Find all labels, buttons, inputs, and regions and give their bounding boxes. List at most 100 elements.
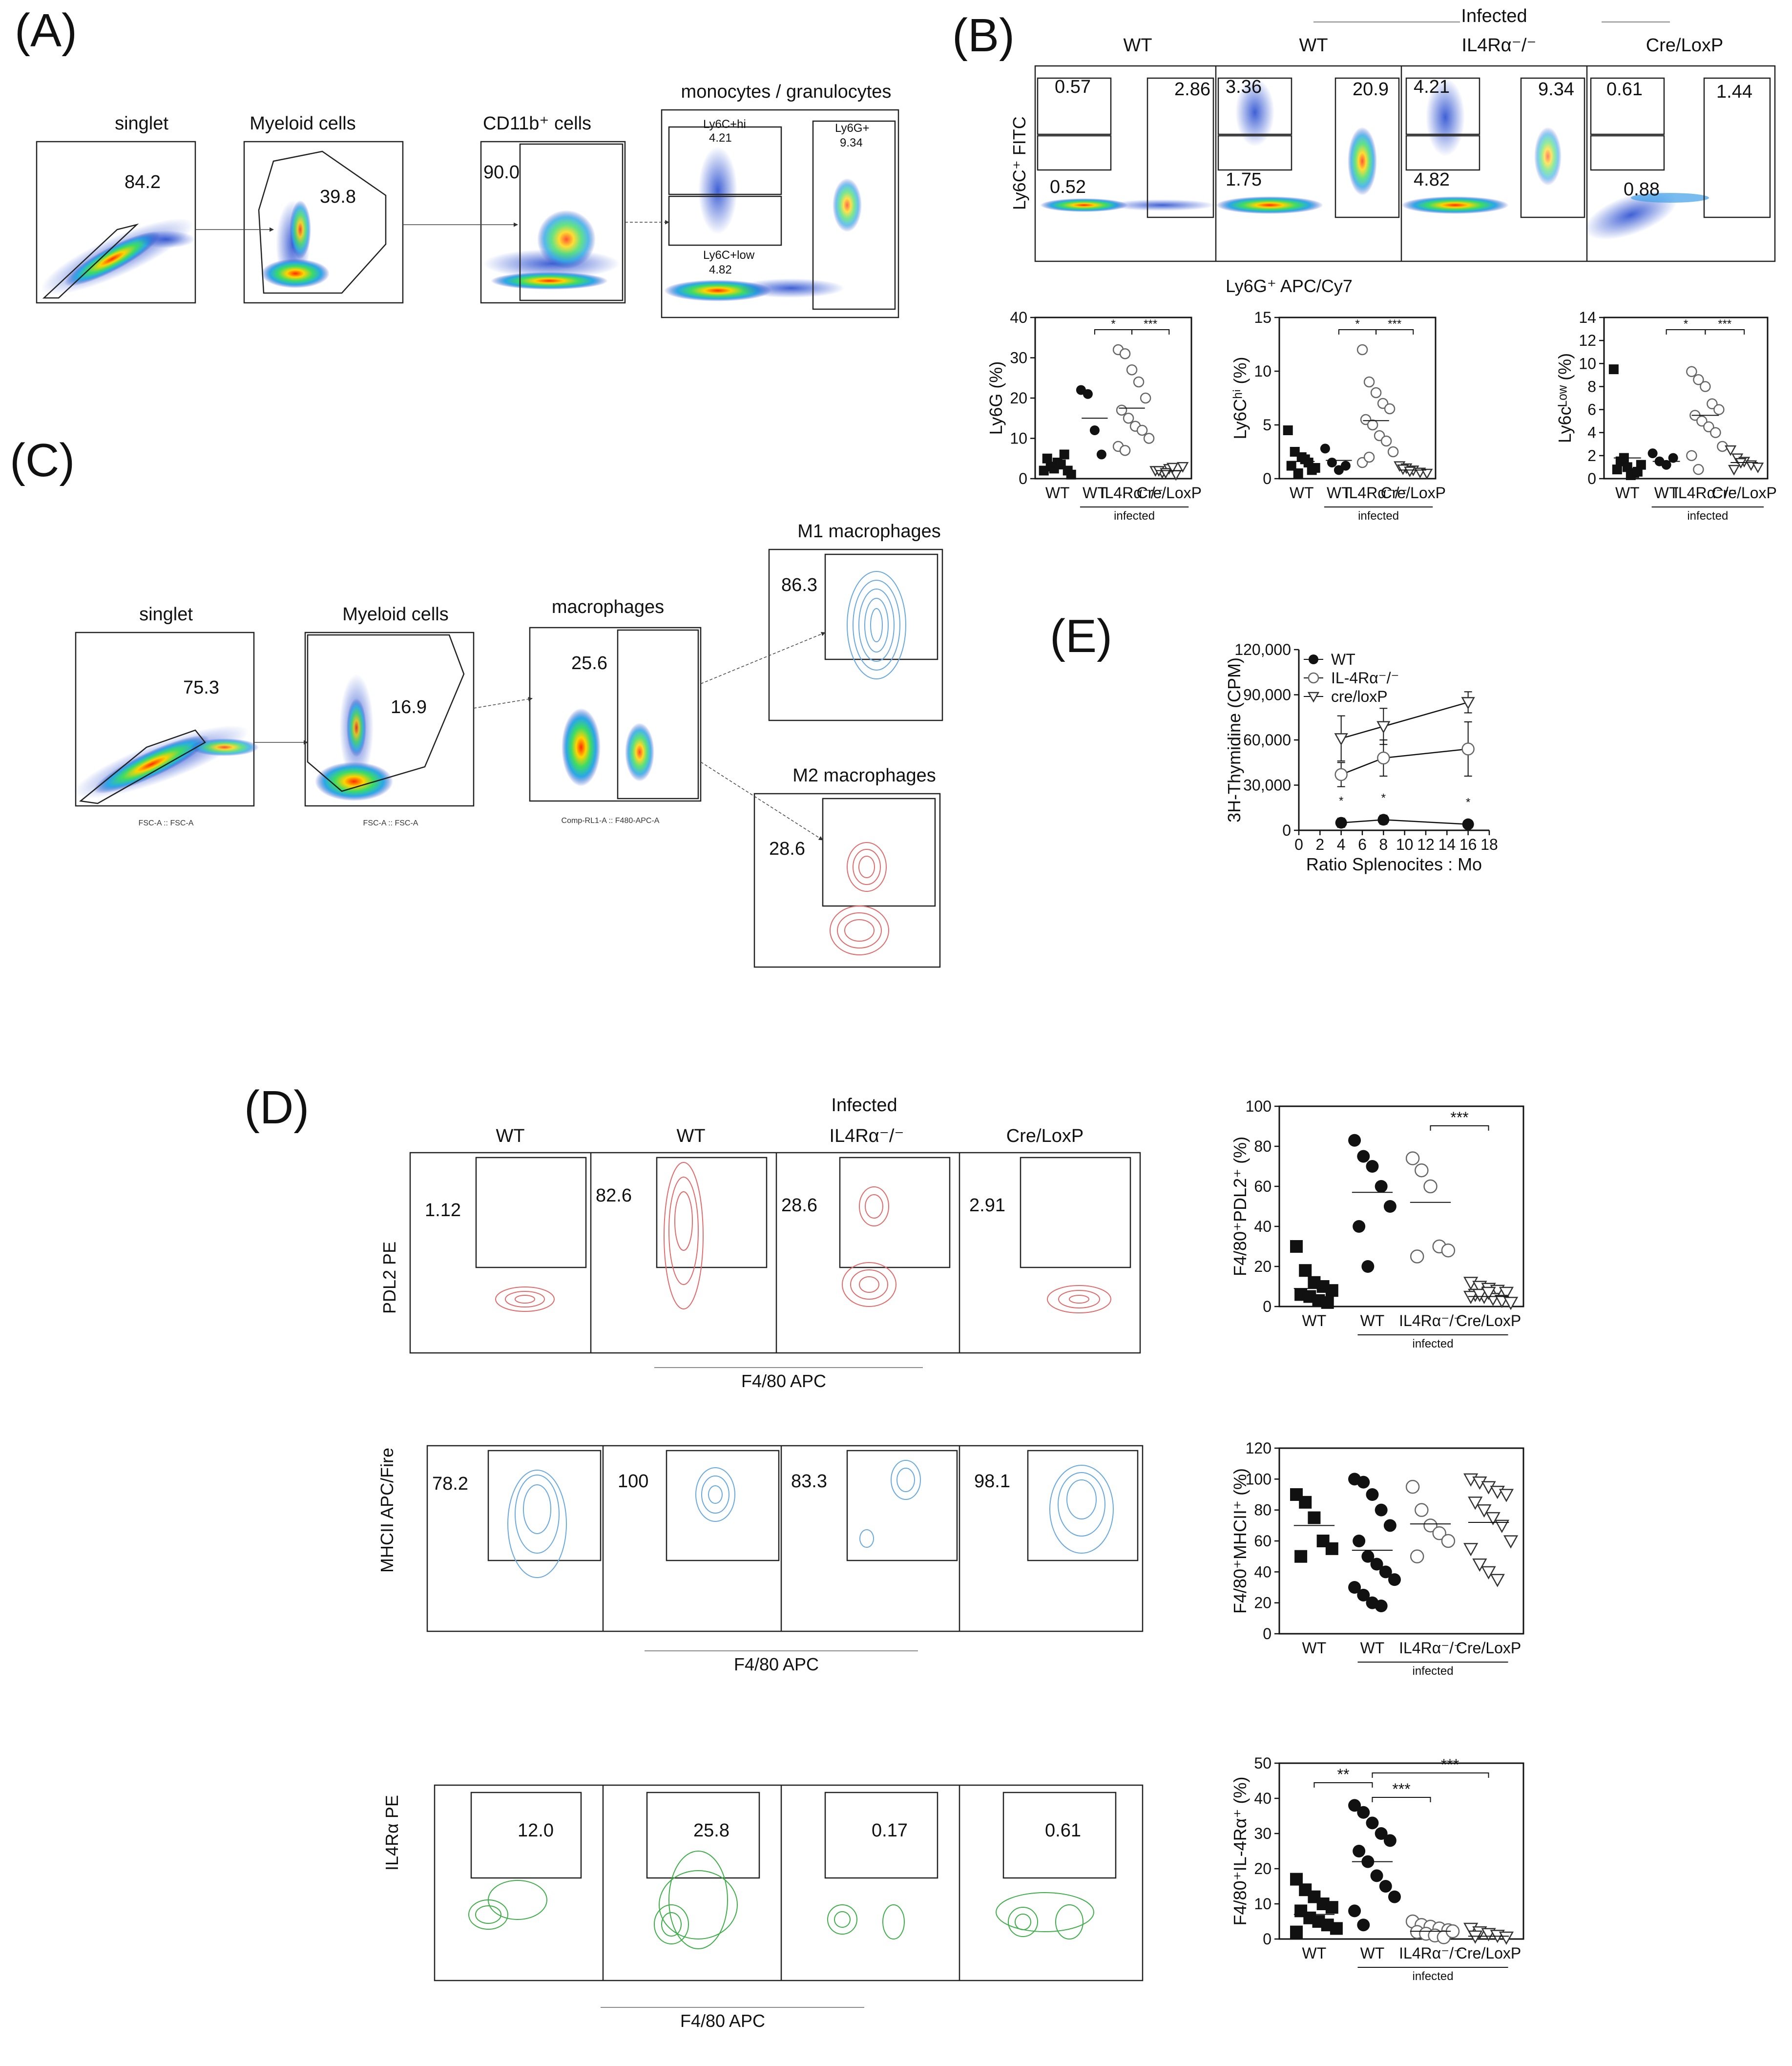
x-tick-label: 10 bbox=[1396, 836, 1414, 853]
x-category-label: Cre/LoxP bbox=[1456, 1944, 1521, 1962]
data-point bbox=[1299, 1264, 1312, 1277]
data-point bbox=[1366, 1488, 1379, 1501]
panel-d-row-pdl2: PDL2 PE F4/80 APC 1.12 82.6 28.6 2.91 bbox=[379, 1152, 1141, 1391]
data-point bbox=[1119, 348, 1131, 359]
plot-frame bbox=[1278, 1762, 1524, 1940]
data-point bbox=[1300, 454, 1310, 464]
plot-title: CD11b⁺ cells bbox=[483, 113, 591, 134]
data-point bbox=[1330, 1922, 1343, 1935]
y-tick-label: 40 bbox=[1254, 1218, 1271, 1235]
y-tick-label: 10 bbox=[1010, 430, 1027, 447]
data-point bbox=[1361, 1550, 1375, 1563]
data-point bbox=[1119, 445, 1131, 456]
data-point bbox=[1485, 1512, 1500, 1526]
panel-d-row-il4ra: IL4Rα PE F4/80 APC 12.0 25.8 bbox=[382, 1784, 1144, 2031]
data-point bbox=[1410, 1249, 1424, 1264]
data-point bbox=[1612, 464, 1622, 475]
gate-value: 86.3 bbox=[781, 575, 817, 595]
group-header: WT bbox=[1299, 35, 1328, 56]
x-tick-label: 8 bbox=[1379, 836, 1388, 853]
x-category-label: WT bbox=[1327, 484, 1351, 502]
x-tick-label: 12 bbox=[1417, 836, 1435, 853]
data-point bbox=[1494, 1519, 1509, 1533]
data-point bbox=[1357, 1476, 1370, 1489]
plot-frame bbox=[1278, 316, 1437, 480]
data-point bbox=[1325, 1901, 1338, 1914]
data-point bbox=[1307, 465, 1317, 475]
x-category-label: IL4Rα⁻/⁻ bbox=[1345, 484, 1408, 502]
data-point bbox=[1713, 404, 1725, 415]
singlet-gate bbox=[79, 729, 206, 804]
x-category-label: WT bbox=[1302, 1944, 1327, 1962]
data-point bbox=[1123, 413, 1134, 424]
x-tick-label: 0 bbox=[1294, 836, 1303, 853]
data-point bbox=[1647, 448, 1658, 459]
data-point bbox=[1293, 468, 1303, 478]
legend-label: WT bbox=[1331, 651, 1355, 668]
gate-value: 78.2 bbox=[432, 1474, 468, 1494]
data-point bbox=[1375, 1600, 1388, 1612]
y-tick-label: 8 bbox=[1587, 378, 1596, 395]
x-category-label: WT bbox=[1045, 484, 1070, 502]
plot-title: singlet bbox=[115, 113, 168, 134]
data-point bbox=[1325, 1284, 1338, 1297]
data-point bbox=[1472, 1558, 1487, 1572]
plot-frame bbox=[1278, 1447, 1524, 1635]
data-point bbox=[1321, 1296, 1334, 1309]
ly6g-value: 9.34 bbox=[1538, 79, 1574, 100]
data-point bbox=[1707, 398, 1718, 410]
panel-d-row-mhcii: MHCII APC/Fire F4/80 APC 78.2 100 83.3 9… bbox=[377, 1445, 1144, 1674]
data-point bbox=[1363, 451, 1375, 463]
ly6c-low-value: 4.82 bbox=[1414, 169, 1450, 190]
y-tick-label: 0 bbox=[1019, 470, 1027, 487]
gate-value: 84.2 bbox=[125, 172, 161, 192]
ly6g-value: 1.44 bbox=[1716, 82, 1752, 102]
data-point bbox=[1696, 415, 1708, 427]
y-tick-label: 40 bbox=[1010, 309, 1027, 326]
gate-value: 100 bbox=[618, 1471, 648, 1492]
significance-label: * bbox=[1111, 317, 1115, 331]
cd11b-gate bbox=[519, 143, 624, 301]
data-point bbox=[1380, 435, 1392, 447]
data-point bbox=[1432, 1526, 1446, 1540]
group-header: WT bbox=[676, 1126, 705, 1146]
data-point bbox=[1140, 392, 1151, 404]
x-category-label: IL4Rα⁻/⁻ bbox=[1399, 1312, 1462, 1329]
gate-label: Ly6G+ bbox=[835, 122, 870, 135]
data-point bbox=[1405, 1479, 1420, 1494]
significance-label: *** bbox=[1392, 1780, 1410, 1798]
x-tick-label: 4 bbox=[1337, 836, 1346, 853]
panel-c: (C) singlet 75.3 FSC-A :: FSC-A Myeloid … bbox=[10, 434, 943, 968]
plot-title: macrophages bbox=[552, 597, 664, 617]
infected-label: infected bbox=[1412, 1337, 1453, 1350]
plot-title: Myeloid cells bbox=[250, 113, 356, 134]
data-point bbox=[1370, 387, 1382, 399]
panel-d: (D) Infected WT WT IL4Rα⁻/⁻ Cre/LoxP PDL… bbox=[244, 1081, 1144, 2031]
infected-label: infected bbox=[1412, 1970, 1453, 1983]
y-tick-label: 10 bbox=[1254, 362, 1271, 380]
significance-label: *** bbox=[1144, 317, 1157, 331]
y-tick-label: 30 bbox=[1010, 349, 1027, 367]
group-header: IL4Rα⁻/⁻ bbox=[830, 1126, 904, 1146]
group-header: IL4Rα⁻/⁻ bbox=[1462, 35, 1537, 56]
x-category-label: WT bbox=[1654, 484, 1679, 502]
data-point bbox=[1472, 1288, 1487, 1302]
data-point bbox=[1334, 733, 1348, 746]
infected-label: infected bbox=[1687, 509, 1728, 523]
data-point bbox=[1290, 1925, 1303, 1939]
data-point bbox=[1353, 1535, 1366, 1547]
gate-value: 25.6 bbox=[571, 653, 607, 674]
y-tick-label: 6 bbox=[1587, 401, 1596, 419]
data-point bbox=[1327, 458, 1337, 467]
panel-a-label: (A) bbox=[15, 4, 77, 57]
singlet-gate bbox=[42, 223, 139, 299]
myeloid-gate bbox=[258, 150, 387, 294]
data-point bbox=[1423, 1518, 1438, 1533]
x-category-label: WT bbox=[1083, 484, 1107, 502]
y-tick-label: 30,000 bbox=[1243, 777, 1291, 794]
series-line bbox=[1341, 819, 1468, 825]
y-tick-label: 60 bbox=[1254, 1532, 1271, 1550]
data-point bbox=[1325, 1542, 1338, 1555]
y-tick-label: 80 bbox=[1254, 1501, 1271, 1519]
